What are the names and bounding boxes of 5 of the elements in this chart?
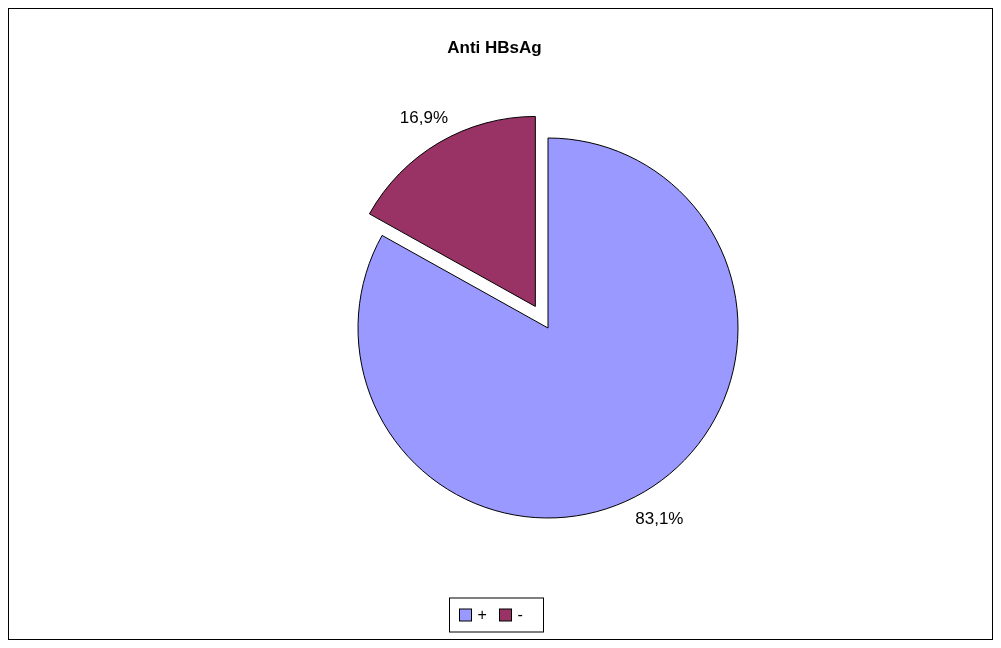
chart-title: Anti HBsAg <box>447 38 542 57</box>
legend-label: + <box>477 606 487 623</box>
data-label: 16,9% <box>399 107 449 127</box>
data-label: 83,1% <box>635 508 684 528</box>
legend-label: - <box>517 606 523 623</box>
